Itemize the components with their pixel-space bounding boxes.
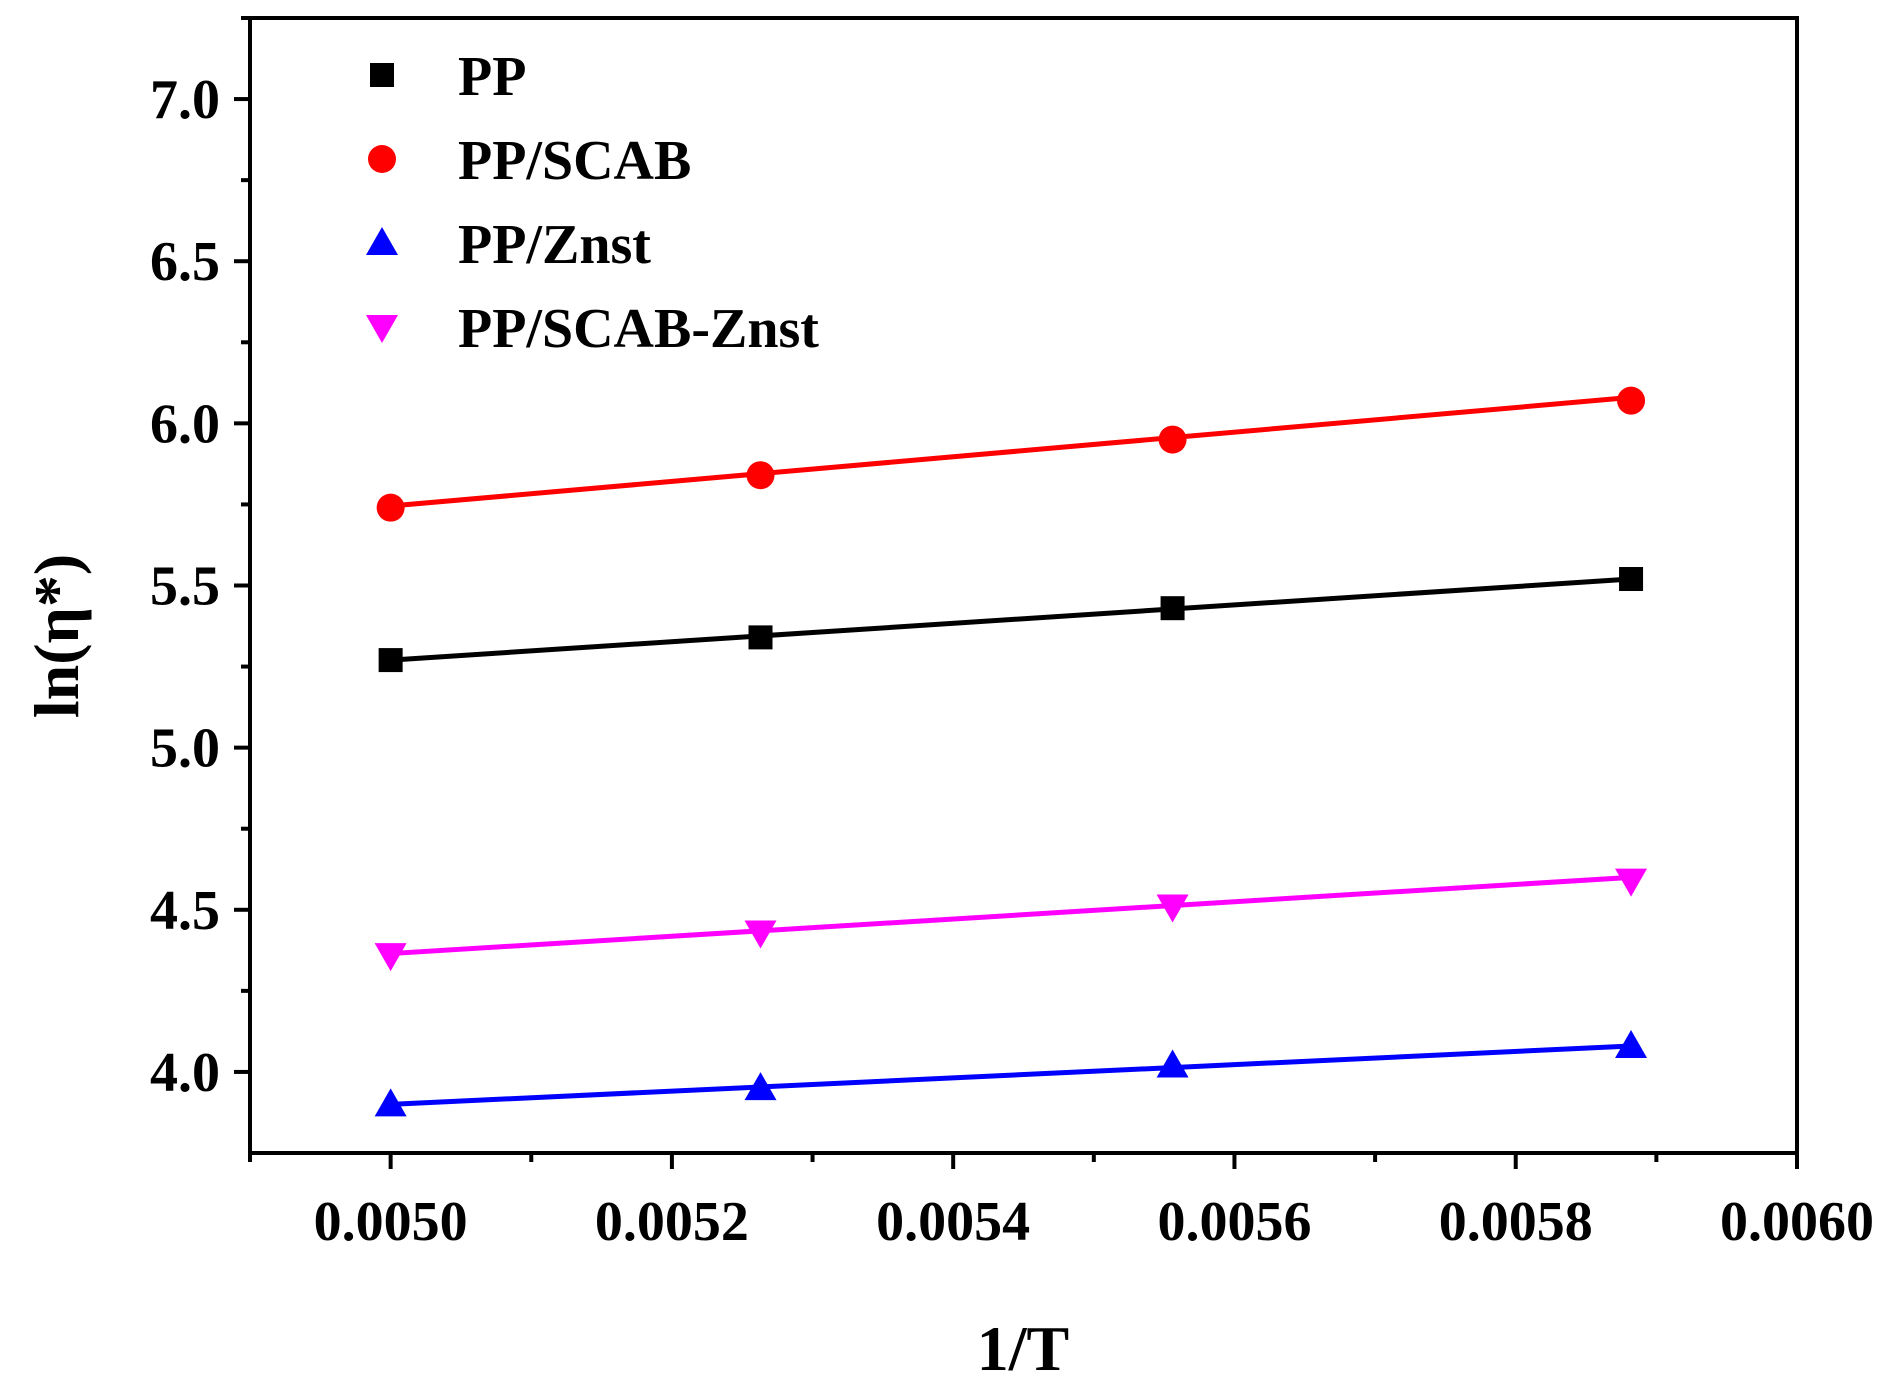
point-pp-scab-znst (1615, 868, 1648, 897)
legend-marker-pp (370, 63, 394, 87)
y-tick-label: 5.5 (150, 556, 220, 618)
fit-line-pp-scab (390, 394, 1632, 509)
point-pp-znst (1615, 1029, 1648, 1058)
legend-label-pp: PP (458, 46, 526, 108)
legend-label-pp-scab-znst: PP/SCAB-Znst (458, 298, 819, 360)
x-axis-ticks: 0.0050 0.0052 0.0054 0.0056 0.0058 0.0060 (248, 1153, 1874, 1253)
y-tick-label: 5.0 (150, 718, 220, 780)
point-pp-scab (746, 461, 775, 490)
x-tick-label: 0.0060 (1720, 1191, 1874, 1253)
legend-label-pp-znst: PP/Znst (458, 214, 651, 276)
y-tick-label: 7.0 (150, 69, 220, 131)
point-pp-scab (376, 493, 405, 522)
x-tick-label: 0.0054 (876, 1191, 1030, 1253)
point-pp (1160, 596, 1185, 621)
legend: PP PP/SCAB PP/Znst PP/SCAB-Znst (366, 46, 819, 360)
legend-marker-pp-scab-znst (366, 315, 398, 343)
y-tick-label: 6.5 (150, 231, 220, 293)
point-pp (1619, 567, 1644, 592)
point-pp-scab (1617, 386, 1646, 415)
x-tick-label: 0.0050 (314, 1191, 468, 1253)
x-tick-label: 0.0056 (1157, 1191, 1311, 1253)
point-pp-scab-znst (1156, 894, 1189, 923)
legend-marker-pp-scab (368, 145, 396, 173)
fit-line-pp-scab-znst (390, 874, 1632, 957)
point-pp-znst (744, 1072, 777, 1101)
legend-marker-pp-znst (366, 227, 398, 255)
point-pp-scab-znst (744, 920, 777, 949)
y-axis-title: ln(η*) (21, 554, 92, 718)
point-pp-znst (1156, 1049, 1189, 1078)
point-pp-scab-znst (374, 943, 407, 972)
y-tick-label: 6.0 (150, 393, 220, 455)
point-pp (748, 625, 773, 650)
point-pp-znst (374, 1088, 407, 1117)
y-axis-ticks: 4.0 4.5 5.0 5.5 6.0 6.5 7.0 (150, 16, 250, 1104)
y-tick-label: 4.0 (150, 1042, 220, 1104)
fit-lines (390, 394, 1632, 1107)
point-pp-scab (1158, 425, 1187, 454)
x-tick-label: 0.0052 (595, 1191, 749, 1253)
point-pp (378, 648, 403, 673)
x-tick-label: 0.0058 (1439, 1191, 1593, 1253)
fit-line-pp-znst (390, 1043, 1632, 1107)
y-tick-label: 4.5 (150, 880, 220, 942)
fit-line-pp (390, 576, 1632, 663)
x-axis-title: 1/T (977, 1313, 1069, 1384)
legend-label-pp-scab: PP/SCAB (458, 130, 691, 192)
data-points (374, 386, 1648, 1117)
